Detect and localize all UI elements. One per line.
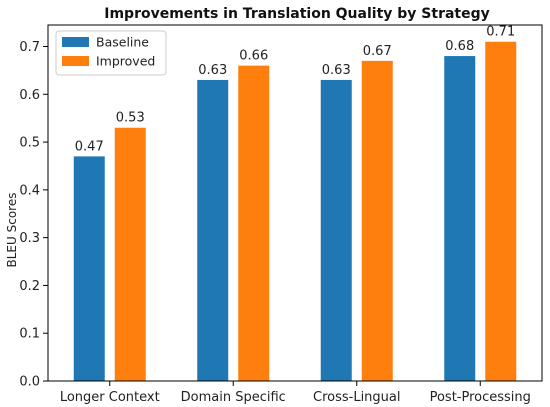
bar-value-label: 0.63 [198, 63, 227, 78]
bar-value-label: 0.71 [486, 25, 515, 40]
bar-baseline [320, 79, 352, 382]
x-tick-label: Post-Processing [430, 390, 531, 405]
bar-value-label: 0.66 [239, 49, 268, 64]
bars [73, 41, 517, 382]
bar-improved [114, 127, 146, 382]
y-axis-ticks: 0.0 0.1 0.2 0.3 0.4 0.5 0.6 0.7 [19, 40, 48, 390]
x-axis-ticks: Longer Context Domain Specific Cross-Lingu… [60, 381, 531, 405]
bar-value-label: 0.63 [322, 63, 351, 78]
x-tick-label: Domain Specific [181, 390, 286, 405]
y-tick-label: 0.2 [19, 279, 40, 294]
plot-frame [47, 24, 543, 382]
x-tick-label: Longer Context [60, 390, 160, 405]
legend-label: Baseline [96, 35, 149, 50]
legend-label: Improved [96, 54, 155, 69]
legend-swatch [62, 37, 89, 47]
y-tick-label: 0.3 [19, 231, 40, 246]
legend-swatch [62, 56, 89, 66]
y-axis-label: BLEU Scores [5, 193, 19, 268]
bar-improved [238, 65, 270, 382]
bar-improved [361, 60, 393, 381]
bar-improved [485, 41, 517, 382]
x-tick-label: Cross-Lingual [313, 390, 401, 405]
bar-value-label: 0.68 [445, 39, 474, 54]
y-tick-label: 0.0 [19, 375, 40, 390]
y-tick-label: 0.1 [19, 327, 40, 342]
bar-baseline [444, 56, 476, 382]
y-tick-label: 0.7 [19, 40, 40, 55]
bar-baseline [197, 79, 229, 382]
y-tick-label: 0.4 [19, 183, 40, 198]
bar-value-label: 0.67 [363, 44, 392, 59]
y-tick-label: 0.5 [19, 136, 40, 151]
bar-value-label: 0.53 [116, 111, 145, 126]
legend: Baseline Improved [55, 30, 167, 76]
y-tick-label: 0.6 [19, 88, 40, 103]
chart-title: Improvements in Translation Quality by S… [104, 6, 490, 22]
bar-value-label: 0.47 [75, 139, 104, 154]
bar-value-labels: 0.47 0.53 0.63 0.66 0.63 0.67 0.68 0.71 [75, 25, 515, 155]
bar-baseline [73, 156, 105, 381]
